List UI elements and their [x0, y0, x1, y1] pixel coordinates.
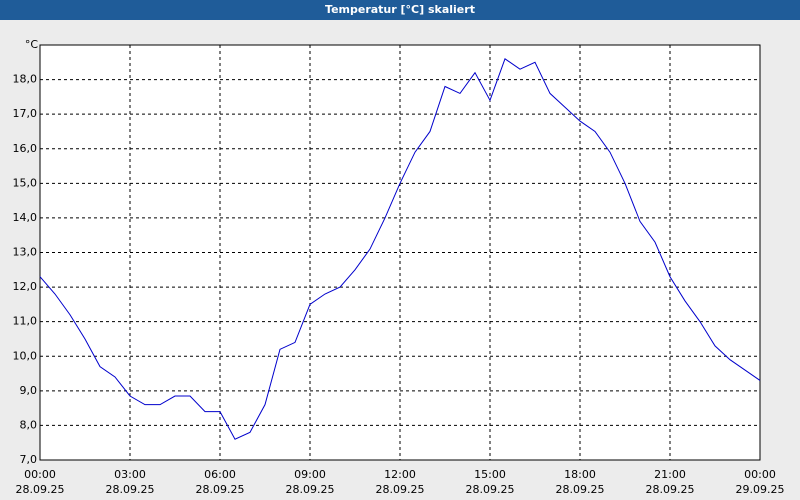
x-tick-date: 28.09.25: [196, 483, 245, 496]
x-tick-date: 28.09.25: [556, 483, 605, 496]
y-tick-label: 16,0: [13, 142, 38, 155]
x-tick-label: 09:00: [294, 468, 326, 481]
y-tick-label: 14,0: [13, 211, 38, 224]
y-tick-label: 17,0: [13, 107, 38, 120]
y-unit: °C: [25, 38, 39, 51]
y-tick-label: 13,0: [13, 246, 38, 259]
x-tick-label: 06:00: [204, 468, 236, 481]
title-bar: [0, 0, 800, 20]
x-tick-label: 18:00: [564, 468, 596, 481]
y-tick-label: 12,0: [13, 280, 38, 293]
x-tick-date: 28.09.25: [646, 483, 695, 496]
x-tick-date: 28.09.25: [466, 483, 515, 496]
y-tick-label: 8,0: [20, 418, 38, 431]
y-tick-label: 7,0: [20, 453, 38, 466]
y-tick-label: 15,0: [13, 176, 38, 189]
y-tick-label: 10,0: [13, 349, 38, 362]
x-tick-label: 15:00: [474, 468, 506, 481]
x-tick-date: 28.09.25: [286, 483, 335, 496]
x-tick-date: 28.09.25: [16, 483, 65, 496]
x-tick-label: 12:00: [384, 468, 416, 481]
x-tick-label: 00:00: [24, 468, 56, 481]
x-tick-date: 28.09.25: [106, 483, 155, 496]
x-tick-date: 28.09.25: [376, 483, 425, 496]
x-tick-label: 00:00: [744, 468, 776, 481]
y-tick-label: 9,0: [20, 384, 38, 397]
x-tick-label: 21:00: [654, 468, 686, 481]
x-tick-date: 29.09.25: [736, 483, 785, 496]
temperature-line: [39, 58, 761, 440]
y-tick-label: 11,0: [13, 315, 38, 328]
x-tick-label: 03:00: [114, 468, 146, 481]
chart-title: Temperatur [°C] skaliert: [325, 3, 475, 16]
y-tick-label: 18,0: [13, 73, 38, 86]
